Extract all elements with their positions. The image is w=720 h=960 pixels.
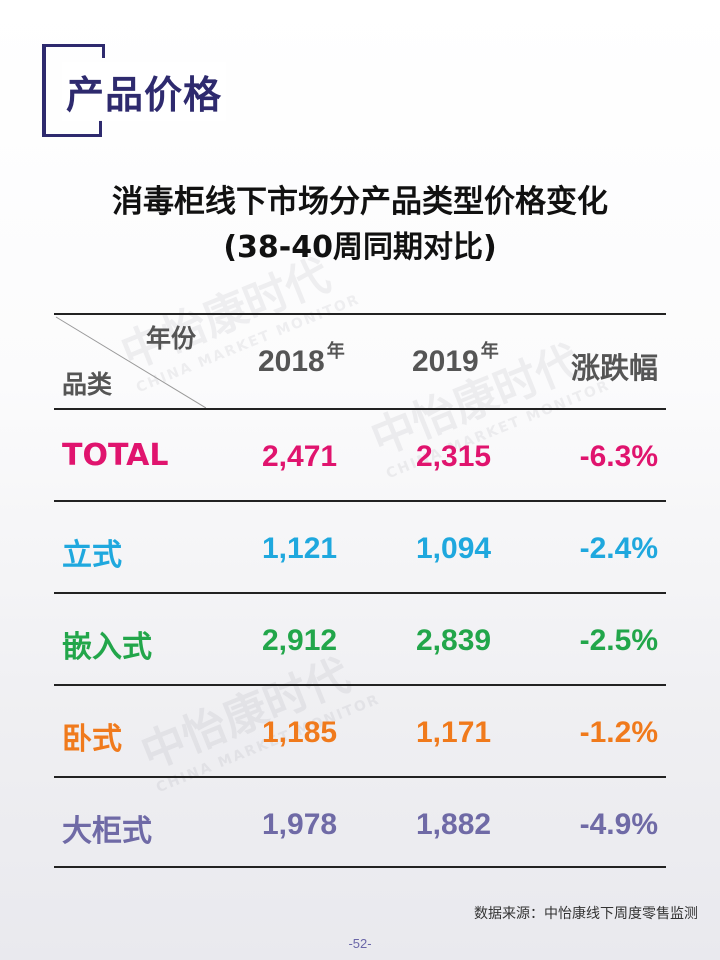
header-change: 涨跌幅 xyxy=(570,351,658,385)
header-year-2018: 2018 年 xyxy=(258,341,345,379)
price-table: 年份 品类 2018 年 2019 年 涨跌幅 TOTAL 2,471 2,315 … xyxy=(54,313,666,868)
header-year-2019-suffix: 年 xyxy=(480,341,499,362)
row-change: -1.2% xyxy=(579,716,658,749)
row-category: 嵌入式 xyxy=(62,630,152,665)
row-value-2018: 1,978 xyxy=(262,808,338,841)
table-header-row: 年份 品类 2018 年 2019 年 涨跌幅 xyxy=(54,313,666,408)
row-category: 立式 xyxy=(62,538,122,573)
section-frame-corner xyxy=(99,120,102,137)
row-value-2019: 1,882 xyxy=(416,808,492,841)
row-change: -4.9% xyxy=(579,808,658,841)
row-value-2019: 2,315 xyxy=(416,440,492,473)
table-row: 立式 1,121 1,094 -2.4% xyxy=(54,500,666,592)
row-change: -6.3% xyxy=(579,440,658,473)
header-year-2019: 2019 年 xyxy=(412,341,499,379)
row-value-2019: 2,839 xyxy=(416,624,492,657)
header-year-2019-number: 2019 xyxy=(412,345,479,378)
row-category: TOTAL xyxy=(62,438,169,473)
table-row: 大柜式 1,978 1,882 -4.9% xyxy=(54,776,666,868)
header-diagonal-line xyxy=(55,316,206,408)
header-category-label: 品类 xyxy=(62,370,113,399)
section-title: 产品价格 xyxy=(62,62,227,121)
row-value-2018: 1,121 xyxy=(262,532,338,565)
row-category: 大柜式 xyxy=(62,814,152,849)
header-year-2018-number: 2018 xyxy=(258,345,325,378)
table-row: 卧式 1,185 1,171 -1.2% xyxy=(54,684,666,776)
page-subtitle: (38-40周同期对比) xyxy=(223,230,497,265)
row-category: 卧式 xyxy=(62,722,122,757)
table-row: 嵌入式 2,912 2,839 -2.5% xyxy=(54,592,666,684)
row-change: -2.4% xyxy=(579,532,658,565)
row-value-2019: 1,171 xyxy=(416,716,492,749)
page-number: -52- xyxy=(348,936,372,951)
data-source-note: 数据来源：中怡康线下周度零售监测 xyxy=(474,906,698,922)
header-year-2018-suffix: 年 xyxy=(326,341,345,362)
header-year-label: 年份 xyxy=(146,324,197,353)
row-change: -2.5% xyxy=(579,624,658,657)
row-value-2018: 2,471 xyxy=(262,440,338,473)
row-value-2018: 2,912 xyxy=(262,624,338,657)
row-value-2018: 1,185 xyxy=(262,716,338,749)
page-title: 消毒柜线下市场分产品类型价格变化 xyxy=(112,184,608,220)
section-frame xyxy=(42,44,105,137)
table-row: TOTAL 2,471 2,315 -6.3% xyxy=(54,408,666,500)
row-value-2019: 1,094 xyxy=(416,532,492,565)
